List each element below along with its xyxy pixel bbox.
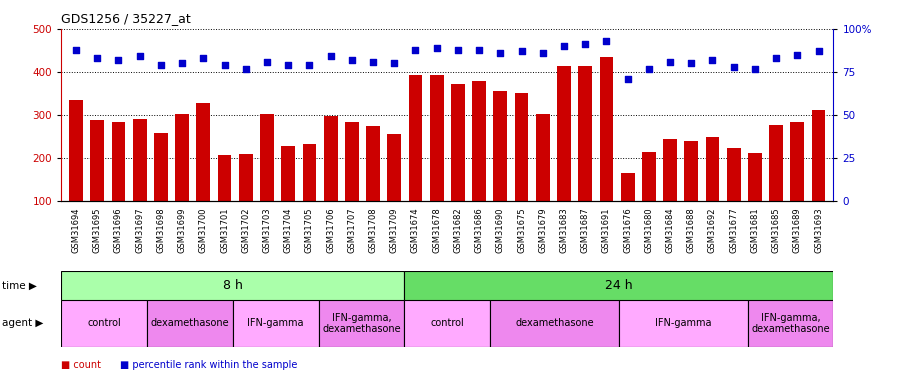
Bar	[491, 300, 619, 347]
Bar	[727, 148, 741, 244]
Text: time ▶: time ▶	[2, 280, 37, 290]
Point	[90, 55, 104, 61]
Text: control: control	[87, 318, 121, 328]
Point	[154, 62, 168, 68]
Point	[345, 57, 359, 63]
Bar	[324, 116, 338, 244]
Bar	[196, 104, 211, 244]
Bar	[61, 271, 404, 300]
Bar	[619, 300, 748, 347]
Point	[748, 66, 762, 72]
Point	[302, 62, 317, 68]
Bar	[812, 110, 825, 245]
Point	[387, 60, 401, 66]
Point	[620, 76, 634, 82]
Text: control: control	[430, 318, 464, 328]
Bar	[472, 81, 486, 245]
Point	[451, 46, 465, 53]
Bar	[748, 153, 761, 244]
Text: agent ▶: agent ▶	[2, 318, 43, 328]
Bar	[706, 137, 719, 244]
Bar	[557, 66, 571, 244]
Bar	[770, 124, 783, 244]
Point	[472, 46, 486, 53]
Point	[684, 60, 698, 66]
Bar	[663, 139, 677, 244]
Point	[217, 62, 231, 68]
Point	[409, 46, 423, 53]
Point	[536, 50, 550, 56]
Bar	[430, 75, 444, 244]
Point	[557, 43, 572, 49]
Point	[112, 57, 126, 63]
Text: dexamethasone: dexamethasone	[515, 318, 594, 328]
Text: IFN-gamma: IFN-gamma	[248, 318, 304, 328]
Bar	[409, 75, 422, 244]
Bar	[748, 300, 833, 347]
Bar	[133, 119, 147, 244]
Point	[68, 46, 83, 53]
Bar	[387, 134, 401, 244]
Bar	[404, 300, 491, 347]
Bar	[319, 300, 404, 347]
Text: GDS1256 / 35227_at: GDS1256 / 35227_at	[61, 12, 191, 25]
Point	[238, 66, 253, 72]
Point	[365, 58, 380, 64]
Bar	[238, 154, 253, 244]
Text: IFN-gamma,
dexamethasone: IFN-gamma, dexamethasone	[752, 313, 830, 334]
Point	[790, 52, 805, 58]
Bar	[684, 141, 698, 244]
Bar	[451, 84, 464, 245]
Point	[175, 60, 189, 66]
Text: 8 h: 8 h	[223, 279, 243, 292]
Point	[662, 58, 677, 64]
Bar	[642, 152, 656, 244]
Text: ■ count: ■ count	[61, 360, 101, 370]
Point	[642, 66, 656, 72]
Point	[769, 55, 783, 61]
Text: 24 h: 24 h	[605, 279, 633, 292]
Bar	[218, 155, 231, 244]
Text: IFN-gamma: IFN-gamma	[655, 318, 712, 328]
Bar	[112, 123, 125, 244]
Bar	[345, 123, 359, 244]
Bar	[599, 57, 613, 244]
Bar	[260, 114, 274, 244]
Text: ■ percentile rank within the sample: ■ percentile rank within the sample	[120, 360, 297, 370]
Bar	[233, 300, 319, 347]
Point	[323, 54, 338, 60]
Bar	[69, 100, 83, 244]
Point	[811, 48, 825, 54]
Bar	[154, 133, 167, 244]
Point	[429, 45, 444, 51]
Bar	[176, 114, 189, 244]
Point	[196, 55, 211, 61]
Bar	[366, 126, 380, 244]
Bar	[404, 271, 833, 300]
Bar	[515, 93, 528, 244]
Point	[281, 62, 295, 68]
Bar	[621, 173, 634, 244]
Point	[706, 57, 720, 63]
Text: dexamethasone: dexamethasone	[150, 318, 230, 328]
Bar	[61, 300, 147, 347]
Point	[260, 58, 274, 64]
Bar	[282, 146, 295, 244]
Bar	[493, 92, 508, 244]
Bar	[579, 66, 592, 244]
Point	[599, 38, 614, 44]
Bar	[90, 120, 104, 244]
Bar	[790, 122, 805, 244]
Point	[514, 48, 528, 54]
Point	[132, 54, 147, 60]
Bar	[147, 300, 233, 347]
Point	[493, 50, 508, 56]
Point	[726, 64, 741, 70]
Bar	[302, 144, 316, 244]
Text: IFN-gamma,
dexamethasone: IFN-gamma, dexamethasone	[322, 313, 400, 334]
Bar	[536, 114, 550, 244]
Point	[578, 41, 592, 47]
